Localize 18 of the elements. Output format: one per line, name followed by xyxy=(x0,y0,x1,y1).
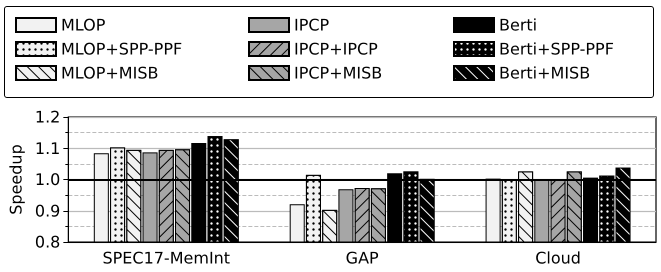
x-tick-label: SPEC17-MemInt xyxy=(102,248,230,268)
y-tick-label: 1.2 xyxy=(34,108,60,126)
legend-label: Berti+MISB xyxy=(499,64,590,82)
legend-label: Berti+SPP-PPF xyxy=(499,40,614,58)
x-tick-label: GAP xyxy=(346,248,380,268)
legend-label: IPCP+IPCP xyxy=(294,40,378,58)
legend-label: MLOP+SPP-PPF xyxy=(61,40,182,58)
y-axis-title: Speedup xyxy=(6,144,26,215)
legend-label: IPCP+MISB xyxy=(294,64,382,82)
x-tick-label: Cloud xyxy=(535,248,581,268)
y-tick-label: 1.0 xyxy=(34,170,60,189)
y-tick-label: 0.8 xyxy=(34,232,60,252)
y-tick-label: 0.9 xyxy=(34,201,60,220)
legend-label: MLOP+MISB xyxy=(61,64,158,82)
legend-label: MLOP xyxy=(61,16,106,34)
legend-label: Berti xyxy=(499,16,538,34)
legend-label: IPCP xyxy=(294,16,330,34)
y-tick-label: 1.1 xyxy=(34,138,60,158)
